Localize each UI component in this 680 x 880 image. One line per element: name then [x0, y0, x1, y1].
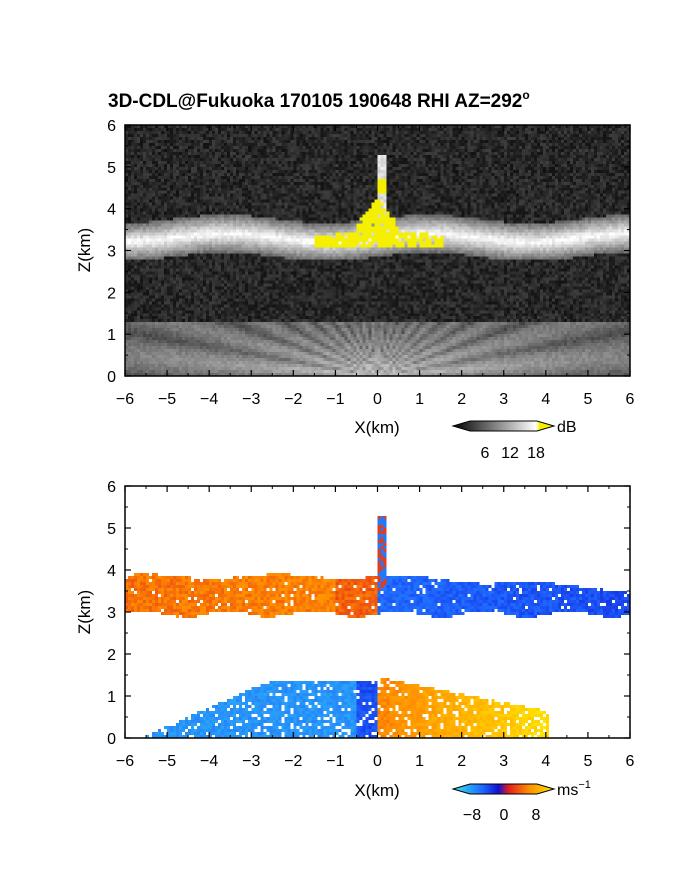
x-tick-label: 5 — [583, 391, 592, 408]
y-tick-label: 3 — [107, 244, 116, 261]
y-tick-label: 5 — [107, 521, 116, 538]
reflectivity-xlabel: X(km) — [354, 418, 399, 437]
reflectivity-field — [125, 125, 630, 376]
title-text: 3D-CDL@Fukuoka 170105 190648 RHI AZ=292 — [108, 91, 522, 112]
x-tick-label: 3 — [499, 753, 508, 770]
x-tick-label: 6 — [626, 391, 635, 408]
x-tick-label: 1 — [415, 753, 424, 770]
y-tick-label: 3 — [107, 605, 116, 622]
velocity-ylabel: Z(km) — [75, 590, 94, 634]
x-tick-label: −3 — [242, 391, 260, 408]
x-tick-label: −5 — [158, 753, 176, 770]
reflectivity-ticks: −6 −5 −4 −3 −2 −1 0 1 2 3 4 5 6 0 1 2 3 4 5 6 — [107, 118, 634, 408]
velocity-colorbar-tick: 0 — [500, 807, 509, 824]
x-tick-label: 0 — [373, 753, 382, 770]
y-tick-label: 2 — [107, 647, 116, 664]
velocity-colorbar-unit-exp: −1 — [578, 779, 591, 791]
x-tick-label: 3 — [499, 391, 508, 408]
y-tick-label: 6 — [107, 479, 116, 496]
velocity-colorbar-unit: ms−1 — [557, 779, 591, 799]
velocity-ticks: −6 −5 −4 −3 −2 −1 0 1 2 3 4 5 6 0 1 2 3 4 5 6 — [107, 479, 634, 770]
x-tick-label: 6 — [626, 753, 635, 770]
y-tick-label: 0 — [107, 369, 116, 386]
y-tick-label: 4 — [107, 563, 116, 580]
velocity-colorbar-tick: 8 — [532, 807, 541, 824]
x-tick-label: −5 — [158, 391, 176, 408]
y-tick-label: 4 — [107, 202, 116, 219]
x-tick-label: −2 — [284, 391, 302, 408]
velocity-image — [125, 486, 630, 738]
y-tick-label: 5 — [107, 160, 116, 177]
velocity-panel: −6 −5 −4 −3 −2 −1 0 1 2 3 4 5 6 0 1 2 3 4 5 6 X(km) Z(km) m… — [75, 479, 635, 824]
reflectivity-colorbar-bar — [451, 420, 556, 432]
x-tick-label: −1 — [326, 753, 344, 770]
y-tick-label: 2 — [107, 285, 116, 302]
x-tick-label: −6 — [116, 753, 134, 770]
doppler_velocity-field — [125, 486, 630, 738]
x-tick-label: 0 — [373, 391, 382, 408]
x-tick-label: −1 — [326, 391, 344, 408]
velocity-colorbar: ms−1 −8 0 8 — [451, 779, 591, 824]
x-tick-label: 5 — [583, 753, 592, 770]
x-tick-label: 4 — [541, 753, 550, 770]
reflectivity-colorbar: dB 6 12 18 — [451, 419, 577, 462]
velocity-xlabel: X(km) — [354, 781, 399, 800]
reflectivity-colorbar-tick: 18 — [527, 445, 545, 462]
x-tick-label: 2 — [457, 753, 466, 770]
x-tick-label: 2 — [457, 391, 466, 408]
y-tick-label: 1 — [107, 327, 116, 344]
x-tick-label: −4 — [200, 391, 218, 408]
x-tick-label: 1 — [415, 391, 424, 408]
x-tick-label: 4 — [541, 391, 550, 408]
y-tick-label: 0 — [107, 731, 116, 748]
x-tick-label: −2 — [284, 753, 302, 770]
reflectivity-colorbar-unit: dB — [557, 419, 577, 436]
figure-title: 3D-CDL@Fukuoka 170105 190648 RHI AZ=292o — [108, 88, 530, 112]
x-tick-label: −6 — [116, 391, 134, 408]
y-tick-label: 6 — [107, 118, 116, 135]
reflectivity-ylabel: Z(km) — [75, 228, 94, 272]
x-tick-label: −4 — [200, 753, 218, 770]
velocity-colorbar-unit-base: ms — [557, 782, 578, 799]
title-degree: o — [522, 88, 529, 102]
x-tick-label: −3 — [242, 753, 260, 770]
velocity-colorbar-tick: −8 — [463, 807, 481, 824]
velocity-colorbar-bar — [451, 783, 556, 795]
y-tick-label: 1 — [107, 689, 116, 706]
reflectivity-image — [125, 125, 630, 376]
reflectivity-colorbar-tick: 12 — [501, 445, 519, 462]
reflectivity-colorbar-tick: 6 — [481, 445, 490, 462]
